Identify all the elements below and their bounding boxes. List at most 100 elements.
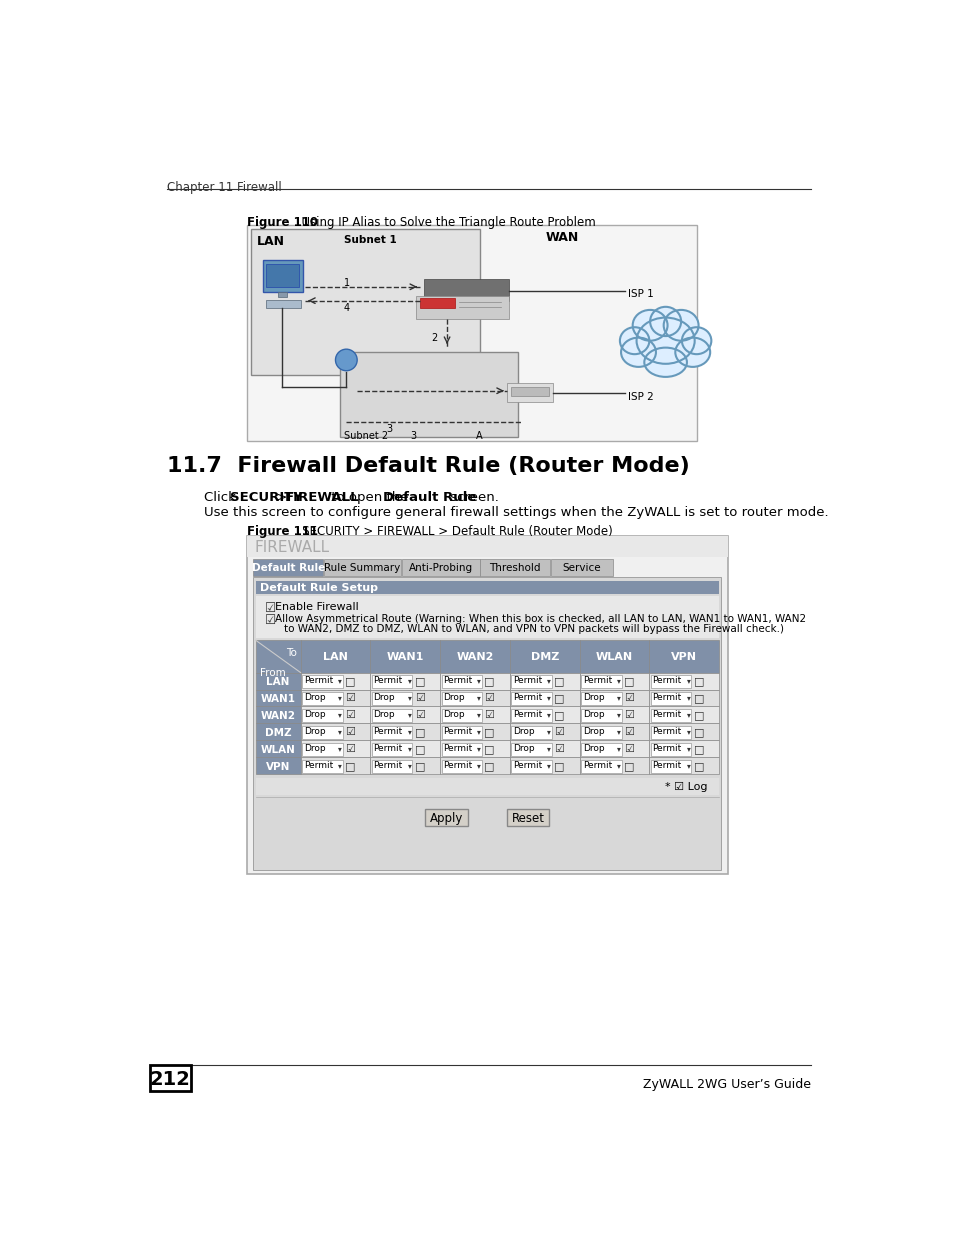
Text: ▾: ▾	[547, 710, 551, 719]
Text: □: □	[693, 677, 703, 687]
Text: ▾: ▾	[686, 710, 690, 719]
Text: Permit: Permit	[513, 677, 541, 685]
Bar	[439, 740, 509, 757]
Text: ☑: ☑	[415, 693, 424, 704]
Text: □: □	[554, 710, 564, 720]
Bar	[550, 558, 612, 576]
Text: ▾: ▾	[547, 745, 551, 753]
Bar	[300, 706, 370, 724]
Bar	[441, 760, 481, 773]
Text: screen.: screen.	[445, 490, 498, 504]
Text: Default Rule: Default Rule	[382, 490, 476, 504]
Bar	[150, 1065, 191, 1092]
Text: ▾: ▾	[476, 677, 481, 685]
Bar	[255, 740, 300, 757]
Bar	[253, 577, 720, 871]
Text: 3: 3	[386, 424, 393, 433]
Bar	[247, 536, 727, 557]
Text: ▾: ▾	[547, 677, 551, 685]
Text: x: x	[342, 354, 350, 368]
Bar	[370, 706, 439, 724]
Text: WLAN: WLAN	[260, 745, 295, 755]
Bar	[649, 640, 719, 673]
Text: ☑: ☑	[623, 727, 633, 737]
Text: Permit: Permit	[652, 677, 681, 685]
Text: FIREWALL: FIREWALL	[254, 540, 330, 555]
Bar	[302, 742, 342, 756]
Text: Permit: Permit	[373, 677, 402, 685]
Bar	[425, 809, 468, 826]
Text: From: From	[259, 668, 285, 678]
Ellipse shape	[681, 327, 711, 354]
Bar	[580, 709, 621, 721]
Text: VPN: VPN	[266, 762, 290, 772]
Text: Drop: Drop	[303, 727, 325, 736]
Bar	[255, 595, 719, 638]
Text: ▾: ▾	[617, 710, 620, 719]
Text: WLAN: WLAN	[596, 652, 633, 662]
Bar	[251, 228, 479, 375]
Text: Permit: Permit	[443, 761, 472, 771]
Text: □: □	[415, 677, 425, 687]
Bar	[439, 724, 509, 740]
Bar	[255, 706, 300, 724]
Bar	[439, 640, 509, 673]
Bar	[416, 296, 509, 319]
Bar	[370, 757, 439, 774]
Text: Drop: Drop	[582, 710, 603, 719]
Bar	[510, 387, 549, 396]
Text: ☑: ☑	[623, 693, 633, 704]
Bar	[650, 742, 691, 756]
Bar	[300, 757, 370, 774]
Text: ▾: ▾	[617, 693, 620, 703]
Text: ☑: ☑	[345, 710, 355, 720]
Text: Permit: Permit	[652, 693, 681, 703]
Text: ▾: ▾	[547, 761, 551, 771]
Text: Use this screen to configure general firewall settings when the ZyWALL is set to: Use this screen to configure general fir…	[204, 506, 828, 519]
Bar	[511, 692, 551, 705]
Text: Permit: Permit	[443, 745, 472, 753]
Bar	[649, 757, 719, 774]
Text: Permit: Permit	[373, 761, 402, 771]
Text: 212: 212	[150, 1071, 191, 1089]
Text: Permit: Permit	[582, 761, 611, 771]
Ellipse shape	[632, 310, 667, 341]
Text: Figure 111: Figure 111	[247, 526, 317, 538]
Bar	[402, 558, 479, 576]
Bar	[650, 692, 691, 705]
Text: Enable Firewall: Enable Firewall	[274, 601, 358, 611]
Bar	[266, 300, 301, 308]
Text: ZyWALL 2WG User’s Guide: ZyWALL 2WG User’s Guide	[642, 1078, 810, 1092]
Text: LAN: LAN	[323, 652, 348, 662]
Bar	[253, 558, 323, 576]
Text: Permit: Permit	[513, 761, 541, 771]
Text: Service: Service	[562, 563, 600, 573]
Bar	[579, 757, 649, 774]
Text: Using IP Alias to Solve the Triangle Route Problem: Using IP Alias to Solve the Triangle Rou…	[294, 216, 595, 228]
Bar	[255, 640, 300, 673]
Bar	[370, 689, 439, 706]
Bar	[511, 674, 551, 688]
Ellipse shape	[619, 327, 649, 354]
Bar	[255, 757, 300, 774]
Bar	[509, 740, 579, 757]
Text: ▾: ▾	[617, 745, 620, 753]
Bar	[340, 352, 517, 437]
Bar	[441, 726, 481, 739]
Text: to WAN2, DMZ to DMZ, WLAN to WLAN, and VPN to VPN packets will bypass the Firewa: to WAN2, DMZ to DMZ, WLAN to WLAN, and V…	[284, 624, 783, 634]
Text: Permit: Permit	[582, 677, 611, 685]
Bar	[579, 724, 649, 740]
Bar	[255, 580, 719, 594]
Text: SECURITY > FIREWALL > Default Rule (Router Mode): SECURITY > FIREWALL > Default Rule (Rout…	[291, 526, 613, 538]
Text: ☑: ☑	[554, 727, 563, 737]
Text: Permit: Permit	[652, 761, 681, 771]
Text: Default Rule: Default Rule	[252, 563, 324, 573]
Bar	[278, 293, 287, 296]
Text: □: □	[415, 761, 425, 771]
Text: ▾: ▾	[476, 727, 481, 736]
Text: LAN: LAN	[257, 235, 285, 248]
Text: Allow Asymmetrical Route (Warning: When this box is checked, all LAN to LAN, WAN: Allow Asymmetrical Route (Warning: When …	[274, 614, 805, 624]
Text: Reset: Reset	[511, 811, 544, 825]
Bar	[506, 809, 549, 826]
Text: ISP 1: ISP 1	[628, 289, 654, 299]
